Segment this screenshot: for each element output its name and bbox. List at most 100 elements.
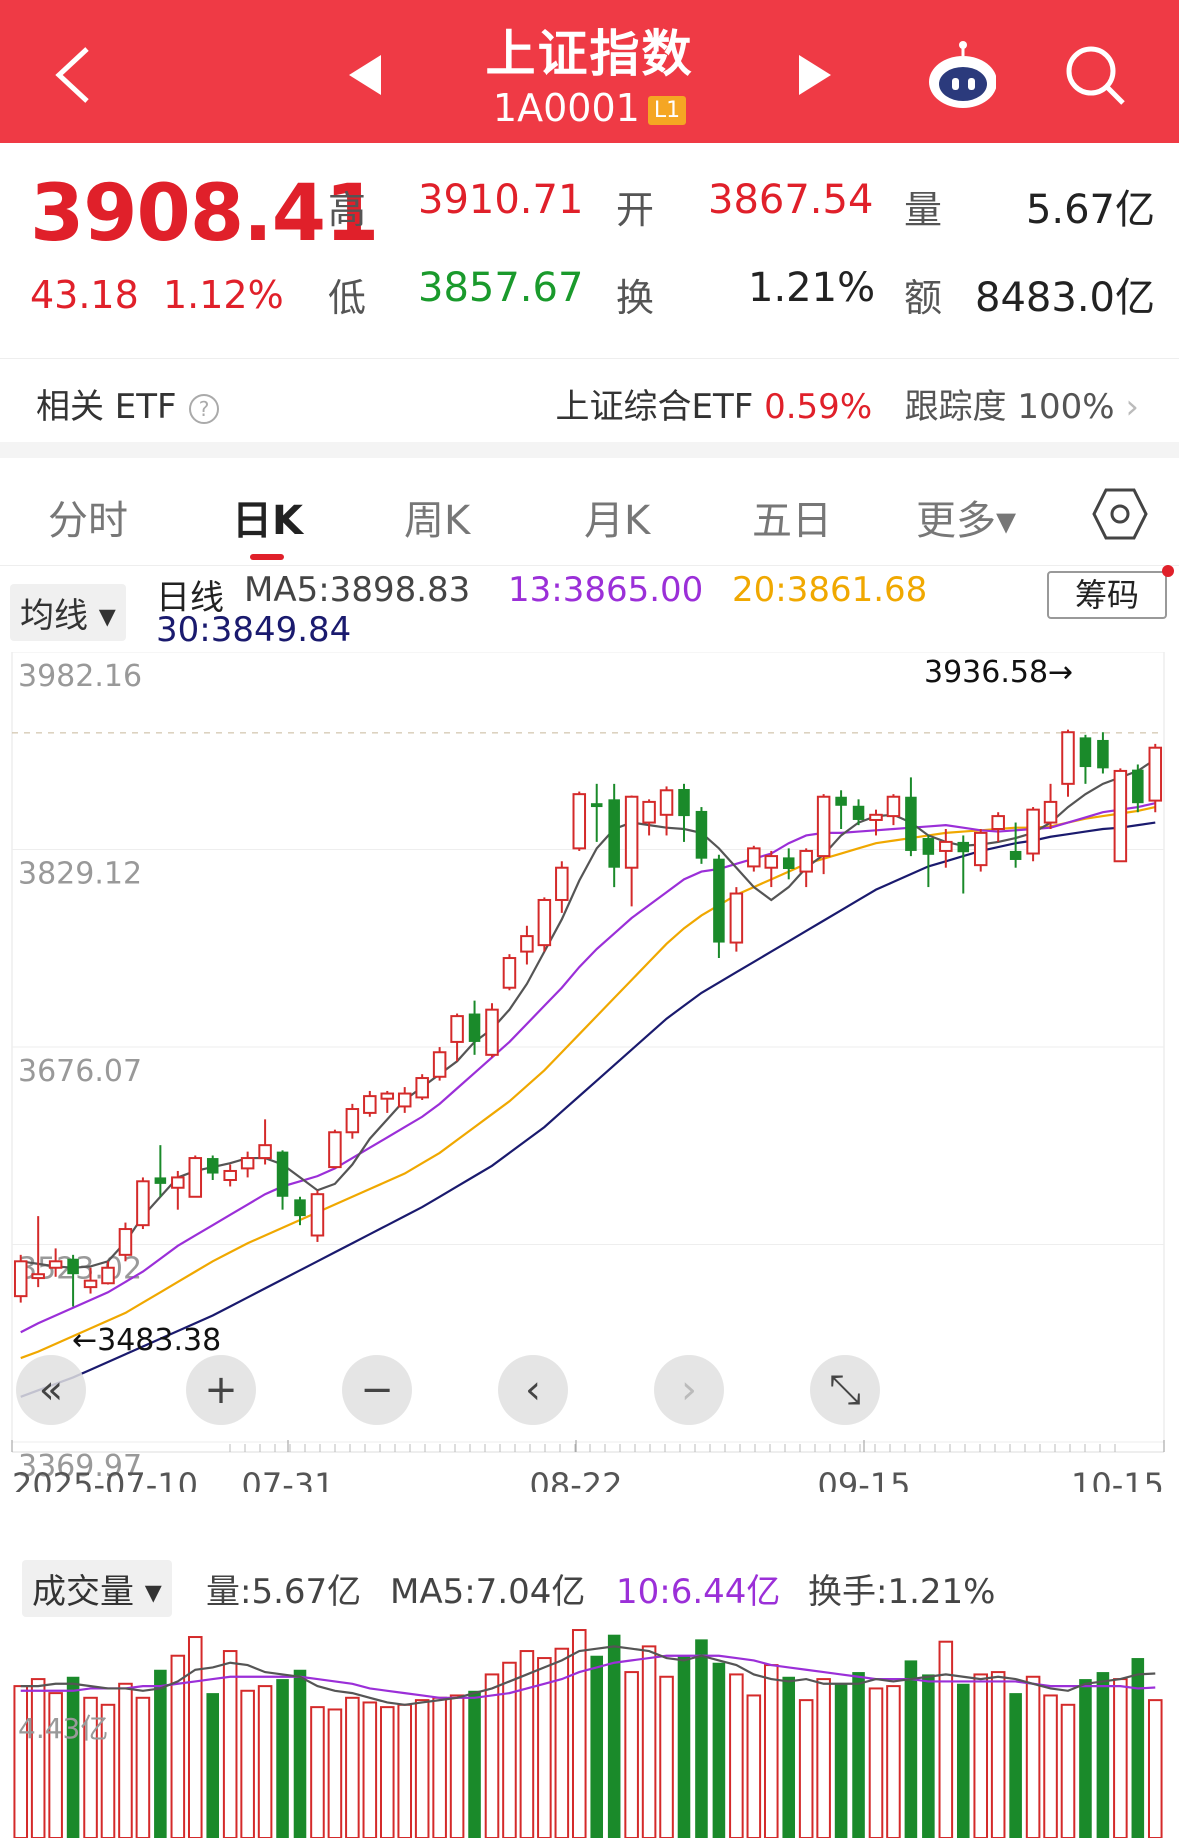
ma5-legend: MA5:3898.83 <box>244 570 471 610</box>
tab-daily-k[interactable]: 日K <box>232 498 303 544</box>
volume-turnover: 换手:1.21% <box>808 1572 996 1612</box>
candle-body <box>642 800 656 824</box>
candle-body <box>363 1095 377 1114</box>
candle-body <box>258 1144 272 1160</box>
tab-monthly-k[interactable]: 月K <box>584 498 651 544</box>
hexagon-settings-icon[interactable] <box>1092 486 1148 542</box>
search-icon <box>1066 46 1125 105</box>
active-tab-indicator <box>250 554 284 560</box>
tab-more[interactable]: 更多▾ <box>916 498 1017 544</box>
stock-code: 1A0001 L1 <box>0 86 1179 130</box>
low-label: 低 <box>328 276 367 320</box>
candle-body <box>67 1258 79 1275</box>
candle-body <box>764 855 779 869</box>
candle-body <box>713 858 725 943</box>
high-value: 3910.71 <box>418 177 584 223</box>
fullscreen-button[interactable]: ⤡ <box>810 1355 880 1425</box>
candle-body <box>782 857 795 870</box>
robot-icon <box>929 41 996 108</box>
candle-body <box>48 1260 63 1269</box>
zoom-out-button[interactable]: − <box>342 1355 412 1425</box>
back-button[interactable] <box>38 40 108 110</box>
volume-bar <box>13 1685 29 1838</box>
candle-body <box>1113 769 1128 863</box>
change-pct: 1.12% <box>162 273 284 317</box>
question-circle-icon[interactable]: ? <box>187 392 221 426</box>
search-button[interactable] <box>1060 40 1130 110</box>
candle-body <box>223 1169 237 1182</box>
volume-bar <box>973 1673 989 1838</box>
tab-intraday[interactable]: 分时 <box>48 498 128 544</box>
y-tick-label: 3369.97 <box>18 1449 142 1484</box>
ma20-legend: 20:3861.68 <box>732 570 928 610</box>
scroll-right-button[interactable]: › <box>654 1355 724 1425</box>
candle-body <box>171 1176 185 1189</box>
volume-bar <box>327 1708 343 1838</box>
candle-body <box>991 815 1005 830</box>
volume-bar <box>432 1696 447 1838</box>
chips-button[interactable]: 筹码 <box>1047 571 1167 619</box>
volume-bar <box>30 1678 46 1838</box>
volume-bar <box>206 1693 220 1838</box>
candle-body <box>1097 739 1109 769</box>
candle-body <box>450 1015 464 1043</box>
ma30-line <box>20 821 1156 1398</box>
volume-bar <box>904 1660 918 1838</box>
volume-today: 量:5.67亿 <box>206 1572 362 1612</box>
volume-bar <box>484 1673 500 1838</box>
etf-summary[interactable]: 上证综合ETF 0.59% 跟踪度 100% › <box>555 379 1139 428</box>
candle-body <box>695 810 708 859</box>
candlestick-chart[interactable]: 3982.16 3829.12 3676.07 3523.02 3369.97 3936.… <box>0 652 1179 1492</box>
volume-bar <box>1009 1693 1022 1838</box>
prev-stock-button[interactable] <box>330 40 400 110</box>
x-tick-label: 08-22 <box>530 1466 623 1492</box>
etf-pct: 0.59% <box>764 387 873 427</box>
robot-button[interactable] <box>926 40 996 110</box>
candle-body <box>922 838 935 855</box>
candle-body <box>816 795 831 858</box>
scroll-start-button[interactable]: « <box>16 1355 86 1425</box>
indicator-selector[interactable]: 均线 ▾ <box>10 584 126 641</box>
turnover-value: 1.21% <box>748 265 876 311</box>
volume-bar <box>187 1636 203 1838</box>
ma-legend: 均线 ▾ 日线 MA5:3898.83 13:3865.00 20:3861.6… <box>0 566 1179 652</box>
volume-value: 5.67亿 <box>1025 187 1155 233</box>
track-value: 100% <box>1017 387 1115 427</box>
volume-bar <box>816 1678 831 1838</box>
volume-bar <box>868 1687 884 1838</box>
stock-code-text: 1A0001 <box>492 86 640 130</box>
candle-body <box>555 866 569 901</box>
x-tick-label: 2025-07-10 <box>12 1466 198 1492</box>
tab-weekly-k[interactable]: 周K <box>404 498 471 544</box>
volume-selector[interactable]: 成交量 ▾ <box>22 1560 172 1617</box>
volume-bar <box>449 1694 465 1838</box>
next-stock-button[interactable] <box>780 40 850 110</box>
etf-name: 上证综合ETF <box>555 387 754 427</box>
volume-bar <box>782 1676 796 1838</box>
candle-body <box>206 1158 219 1174</box>
candle-body <box>886 795 901 818</box>
x-tick-label: 07-31 <box>242 1466 335 1492</box>
header-bar: 上证指数 1A0001 L1 <box>0 0 1179 143</box>
related-etf-bar[interactable]: 相关 ETF ? 上证综合ETF 0.59% 跟踪度 100% › <box>0 358 1179 442</box>
volume-bar <box>135 1696 151 1838</box>
volume-bar <box>571 1629 587 1838</box>
high-label: 高 <box>328 188 367 232</box>
volume-bar <box>624 1671 639 1838</box>
volume-bar <box>48 1692 63 1838</box>
candle-body <box>624 795 639 869</box>
page-title: 上证指数 <box>485 25 694 83</box>
candle-body <box>608 799 620 868</box>
candle-body <box>13 1260 28 1298</box>
scroll-left-button[interactable]: ‹ <box>498 1355 568 1425</box>
candle-body <box>572 793 587 850</box>
volume-bar <box>1043 1694 1058 1838</box>
candle-body <box>1132 769 1144 804</box>
current-price: 3908.41 <box>30 169 379 259</box>
volume-bar <box>293 1669 307 1838</box>
tab-five-day[interactable]: 五日 <box>752 498 832 544</box>
candle-body <box>345 1108 360 1134</box>
volume-bar <box>763 1664 779 1838</box>
low-value: 3857.67 <box>418 265 584 311</box>
zoom-in-button[interactable]: + <box>186 1355 256 1425</box>
